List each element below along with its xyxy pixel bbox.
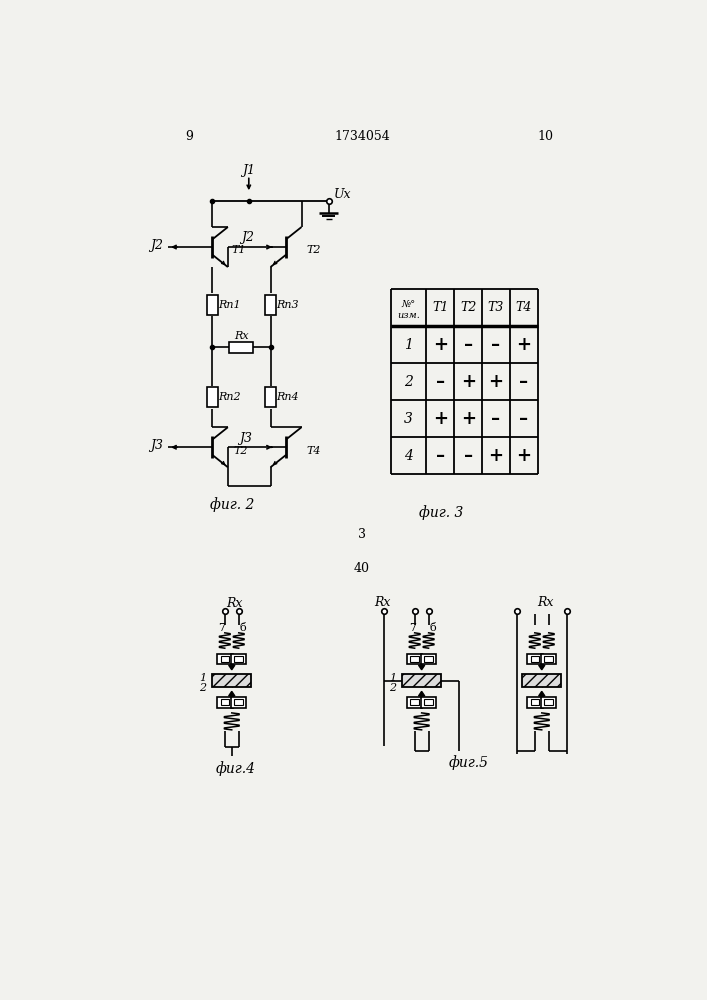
Bar — [217, 654, 233, 664]
Text: +: + — [461, 373, 476, 391]
Text: 1734054: 1734054 — [334, 130, 390, 143]
Bar — [265, 387, 276, 407]
Polygon shape — [228, 691, 235, 696]
Bar — [207, 387, 218, 407]
Text: Rn1: Rn1 — [218, 300, 241, 310]
Bar — [410, 656, 419, 662]
Text: фиг. 3: фиг. 3 — [419, 505, 463, 520]
Polygon shape — [419, 691, 425, 696]
Bar — [522, 674, 561, 687]
Text: Ux: Ux — [334, 188, 351, 201]
Text: T2: T2 — [307, 245, 321, 255]
Bar — [410, 699, 419, 705]
Text: Rn2: Rn2 — [218, 392, 241, 402]
Text: J1: J1 — [243, 164, 255, 177]
Bar — [407, 654, 422, 664]
Text: Rn4: Rn4 — [276, 392, 299, 402]
Text: –: – — [464, 336, 473, 354]
Text: б: б — [239, 623, 246, 633]
Bar — [231, 654, 247, 664]
Text: 9: 9 — [185, 130, 193, 143]
Text: +: + — [489, 373, 503, 391]
Text: Rx: Rx — [234, 331, 248, 341]
Text: –: – — [520, 410, 529, 428]
Text: б: б — [430, 623, 437, 633]
Bar — [217, 697, 233, 708]
Text: 2: 2 — [404, 375, 413, 389]
Text: Rx: Rx — [537, 596, 554, 609]
Bar — [402, 674, 441, 687]
Text: 10: 10 — [537, 130, 554, 143]
Polygon shape — [419, 665, 425, 670]
Bar — [544, 656, 553, 662]
Text: +: + — [433, 336, 448, 354]
Text: –: – — [436, 447, 445, 465]
Text: T3: T3 — [488, 301, 504, 314]
Bar — [212, 674, 251, 687]
Text: –: – — [520, 373, 529, 391]
Text: 1: 1 — [390, 673, 397, 683]
Text: +: + — [461, 410, 476, 428]
Text: Rn3: Rn3 — [276, 300, 299, 310]
Text: +: + — [433, 410, 448, 428]
Text: 1: 1 — [404, 338, 413, 352]
Bar — [424, 656, 433, 662]
Polygon shape — [539, 665, 545, 670]
Bar — [530, 656, 539, 662]
Text: фиг. 2: фиг. 2 — [209, 498, 254, 512]
Bar — [544, 699, 553, 705]
Text: J3: J3 — [239, 432, 252, 445]
Text: №°: №° — [402, 300, 416, 309]
Text: T1: T1 — [432, 301, 448, 314]
Bar — [235, 699, 243, 705]
Text: 2: 2 — [199, 683, 206, 693]
Bar — [541, 654, 556, 664]
Text: +: + — [516, 447, 532, 465]
Polygon shape — [228, 665, 235, 670]
Bar — [530, 699, 539, 705]
Text: фиг.4: фиг.4 — [216, 761, 256, 776]
Text: 2: 2 — [390, 683, 397, 693]
Bar — [230, 342, 252, 353]
Text: J3: J3 — [150, 439, 163, 452]
Text: –: – — [464, 447, 473, 465]
Text: фиг.5: фиг.5 — [448, 755, 488, 770]
Text: 7: 7 — [218, 623, 225, 633]
Text: Rx: Rx — [226, 597, 243, 610]
Text: изм.: изм. — [397, 311, 420, 320]
Text: +: + — [489, 447, 503, 465]
Bar — [265, 295, 276, 315]
Text: T4: T4 — [515, 301, 532, 314]
Text: Rx: Rx — [374, 596, 390, 609]
Bar — [407, 697, 422, 708]
Bar — [207, 295, 218, 315]
Bar — [421, 697, 436, 708]
Bar — [527, 654, 542, 664]
Text: T4: T4 — [307, 446, 321, 456]
Bar — [235, 656, 243, 662]
Text: –: – — [436, 373, 445, 391]
Text: T2: T2 — [460, 301, 477, 314]
Text: 7: 7 — [409, 623, 416, 633]
Bar — [527, 697, 542, 708]
Bar — [424, 699, 433, 705]
Bar — [221, 656, 229, 662]
Text: 1: 1 — [199, 673, 206, 683]
Text: J2: J2 — [150, 239, 163, 252]
Text: 3: 3 — [358, 528, 366, 541]
Text: T2: T2 — [233, 446, 247, 456]
Text: –: – — [491, 410, 501, 428]
Bar — [541, 697, 556, 708]
Text: 40: 40 — [354, 562, 370, 575]
Text: 4: 4 — [404, 449, 413, 463]
Bar — [221, 699, 229, 705]
Polygon shape — [539, 691, 545, 696]
Text: J2: J2 — [241, 231, 254, 244]
Text: 3: 3 — [404, 412, 413, 426]
Text: +: + — [516, 336, 532, 354]
Text: T1: T1 — [231, 245, 246, 255]
Bar — [421, 654, 436, 664]
Bar — [231, 697, 247, 708]
Text: –: – — [491, 336, 501, 354]
